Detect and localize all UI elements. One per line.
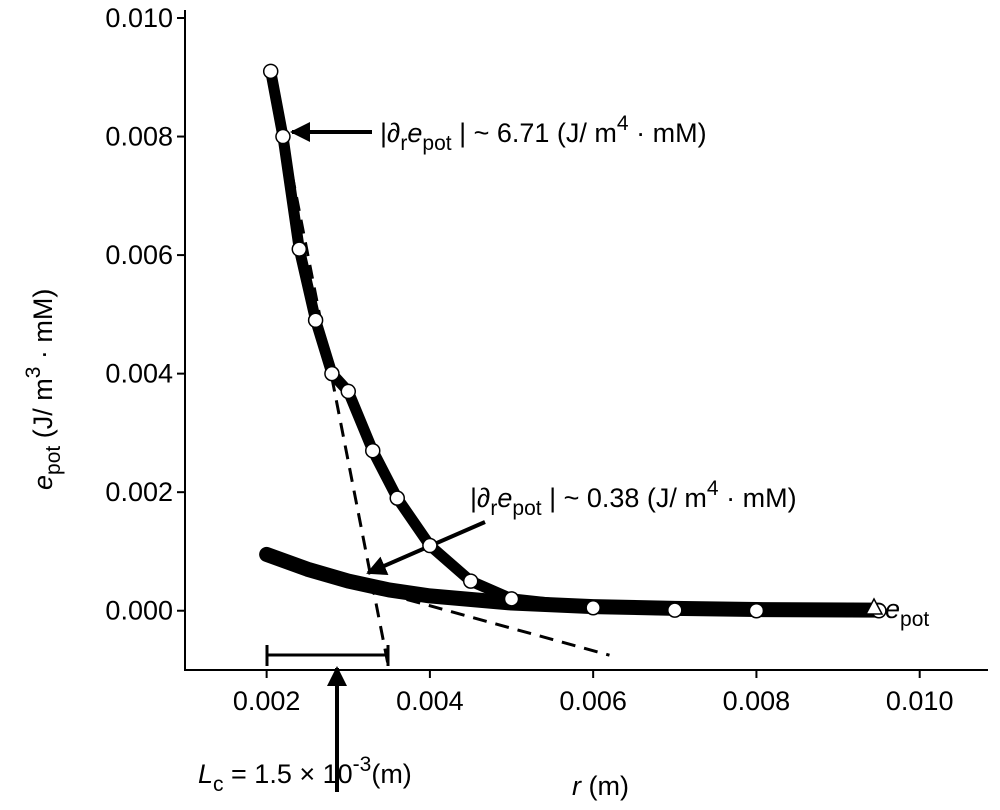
marker [585, 600, 601, 616]
text-part: pot [900, 608, 929, 631]
axes [184, 10, 988, 671]
x-tick-label: 0.002 [233, 686, 301, 716]
text-part: (J/ m [28, 378, 58, 446]
text-part: 3 [22, 367, 45, 379]
text-part: pot [42, 446, 65, 475]
y-tick-label: 0.002 [105, 477, 173, 507]
text-part: (m) [371, 759, 411, 789]
text-part: (m) [581, 771, 629, 801]
text-part: pot [512, 497, 541, 520]
marker [324, 365, 340, 382]
marker [503, 591, 520, 607]
series-line [265, 65, 885, 617]
legend-marker [864, 597, 884, 615]
text-part: · mM) [629, 118, 707, 148]
x-tick-label: 0.010 [886, 686, 954, 716]
text-part: · mM) [719, 483, 797, 513]
y-tick-label: 0.006 [105, 240, 173, 270]
marker [340, 383, 357, 400]
x-tick-label: 0.008 [723, 686, 791, 716]
marker [462, 573, 479, 589]
text-part: L [198, 759, 213, 789]
x-tick-label: 0.004 [396, 686, 464, 716]
text-part: r [572, 771, 582, 801]
text-part: pot [422, 132, 451, 155]
text-part: = 1.5 × 10 [224, 759, 353, 789]
text-part: -3 [353, 753, 372, 776]
y-tick-label: 0.004 [105, 359, 173, 389]
x-axis-label: r (m) [572, 771, 629, 801]
marker [262, 63, 279, 80]
text-part: r [490, 497, 497, 520]
y-tick-label: 0.000 [105, 596, 173, 626]
marker [291, 241, 308, 257]
y-tick-label: 0.008 [105, 122, 173, 152]
y-axis-label: epot (J/ m3 · mM) [22, 289, 65, 490]
text-part: r [400, 132, 407, 155]
text-part: | ~ 6.71 (J/ m [452, 118, 617, 148]
scale-bar [265, 645, 390, 666]
marker [667, 602, 683, 618]
text-part: · mM) [28, 289, 58, 367]
annotation: Lc = 1.5 × 10-3(m) [198, 753, 412, 796]
text-part: e [497, 483, 512, 513]
marker [389, 490, 405, 506]
marker [365, 442, 381, 459]
annotation: |∂repot | ~ 6.71 (J/ m4 · mM) [380, 112, 707, 155]
text-part: e [885, 594, 900, 624]
text-part: | ~ 0.38 (J/ m [542, 483, 707, 513]
marker [275, 128, 291, 145]
text-part: 4 [617, 112, 629, 135]
text-part: c [213, 773, 224, 796]
y-tick-label: 0.010 [105, 3, 173, 33]
text-part: |∂ [470, 483, 490, 513]
text-part: |∂ [380, 118, 400, 148]
legend-label: epot [885, 594, 929, 631]
text-part: 4 [707, 477, 719, 500]
text-part: e [28, 475, 58, 490]
marker [307, 312, 324, 329]
x-tick-label: 0.006 [559, 686, 627, 716]
annotation: |∂repot | ~ 0.38 (J/ m4 · mM) [470, 477, 797, 520]
marker [748, 602, 765, 619]
text-part: e [407, 118, 422, 148]
marker [422, 537, 438, 554]
